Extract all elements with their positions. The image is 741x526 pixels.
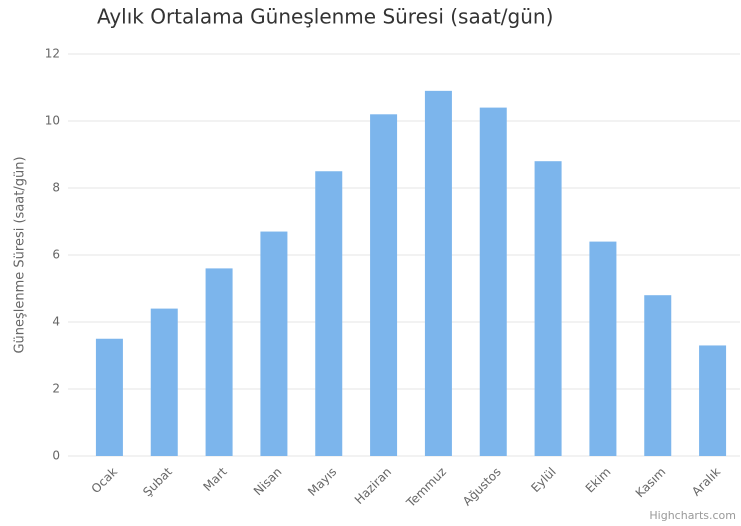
bar (315, 171, 343, 456)
chart-title: Aylık Ortalama Güneşlenme Süresi (saat/g… (97, 5, 553, 29)
x-tick-label: Mayıs (305, 465, 339, 499)
x-tick-label: Ekim (583, 465, 614, 496)
y-tick-label: 10 (45, 114, 60, 128)
x-tick-label: Ocak (89, 465, 120, 496)
y-tick-label: 6 (52, 248, 60, 262)
bar (150, 308, 178, 456)
bar (534, 161, 562, 456)
y-axis-label: Güneşlenme Süresi (saat/gün) (13, 156, 28, 353)
bar (424, 90, 452, 456)
x-tick-label: Haziran (352, 465, 394, 507)
x-tick-label: Nisan (251, 465, 285, 499)
x-tick-label: Ağustos (460, 465, 504, 509)
bar (589, 241, 617, 456)
x-tick-label: Eylül (528, 465, 558, 495)
x-tick-label: Kasım (633, 465, 669, 501)
y-tick-label: 8 (52, 181, 60, 195)
bar (205, 268, 233, 456)
y-tick-label: 12 (45, 47, 60, 61)
credits: Highcharts.com (649, 509, 736, 522)
bar (260, 231, 288, 456)
bar (699, 345, 727, 456)
x-tick-label: Aralık (689, 465, 723, 499)
bar (479, 107, 507, 456)
x-tick-label: Temmuz (403, 465, 449, 511)
y-tick-label: 0 (52, 449, 60, 463)
y-tick-label: 2 (52, 382, 60, 396)
bar (370, 114, 398, 457)
y-tick-label: 4 (52, 315, 60, 329)
x-tick-label: Mart (200, 464, 229, 493)
bar (95, 338, 123, 456)
bar (644, 295, 672, 456)
x-tick-label: Şubat (140, 464, 175, 499)
